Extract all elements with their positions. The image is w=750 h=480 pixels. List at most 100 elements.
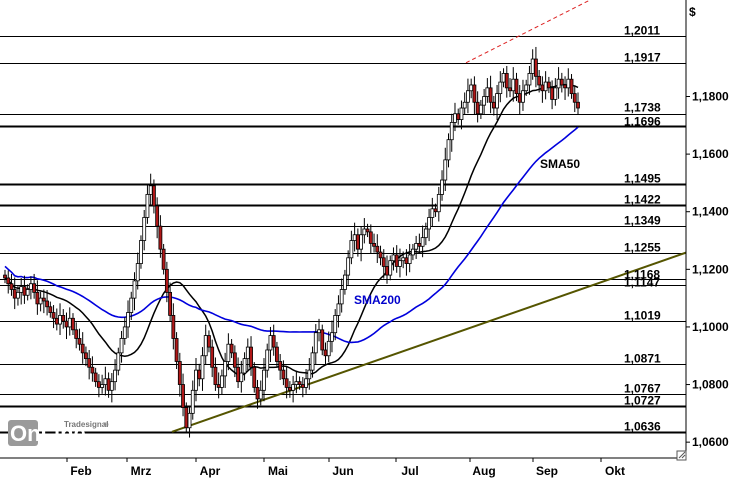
candle-body <box>466 90 470 103</box>
candle <box>61 309 66 329</box>
candle-body <box>158 225 163 250</box>
candle-body <box>349 240 354 259</box>
candle-body <box>330 332 334 342</box>
candle-body <box>550 87 555 100</box>
candle <box>304 368 308 394</box>
candle-body <box>148 185 153 195</box>
candle <box>330 320 334 353</box>
logo-registered: ® <box>104 422 109 429</box>
candle <box>51 305 56 329</box>
candle-body <box>116 352 121 371</box>
candle-body <box>71 317 75 331</box>
y-tick-label: 1,1400 <box>692 205 729 219</box>
candle <box>135 252 140 290</box>
candle-body <box>16 291 20 299</box>
candle-body <box>300 384 305 388</box>
candle-body <box>45 300 49 308</box>
candle-body <box>433 208 438 213</box>
candle <box>219 369 224 395</box>
candle <box>449 113 454 152</box>
candle <box>187 405 192 438</box>
candle-body <box>446 139 451 161</box>
candle <box>569 74 574 99</box>
resize-grip-icon[interactable] <box>676 450 687 461</box>
candle-body <box>262 369 266 391</box>
level-label: 1,1696 <box>624 115 661 129</box>
candle-body <box>275 346 279 362</box>
level-label: 1,0727 <box>624 394 661 408</box>
level-label: 1,0636 <box>624 420 661 434</box>
candle <box>333 309 338 341</box>
candle-body <box>265 349 270 371</box>
candle-body <box>229 343 234 354</box>
candle-body <box>96 381 101 388</box>
candle <box>213 357 218 391</box>
candle <box>521 79 525 111</box>
candle <box>161 243 166 275</box>
candle-body <box>336 303 341 316</box>
candle <box>87 349 92 380</box>
candle <box>307 358 312 390</box>
candle <box>190 380 195 420</box>
candle-body <box>203 335 208 357</box>
logo-text: OnLine <box>10 421 86 446</box>
candle <box>443 147 448 191</box>
candle <box>482 89 487 115</box>
horizontal-levels <box>0 36 686 434</box>
x-month-label: Aug <box>472 464 495 478</box>
candle <box>495 84 499 121</box>
candle <box>368 224 373 254</box>
level-label: 1,1168 <box>624 268 660 282</box>
candle <box>16 286 20 306</box>
candle-body <box>537 75 542 86</box>
candle-body <box>268 335 273 351</box>
candle-body <box>25 289 30 296</box>
candle <box>472 76 477 115</box>
candle-body <box>488 87 493 103</box>
candle <box>194 358 198 402</box>
level-label: 1,0767 <box>624 382 661 396</box>
candle <box>122 317 127 345</box>
candle-body <box>511 78 516 92</box>
candle <box>229 339 234 359</box>
candle-body <box>417 243 422 247</box>
candle-body <box>187 412 192 429</box>
candle-body <box>168 291 173 316</box>
candle-body <box>343 274 347 290</box>
candle <box>398 248 402 278</box>
candle-body <box>19 286 24 293</box>
candle-body <box>317 329 321 334</box>
x-month-label: Feb <box>70 464 91 478</box>
candle <box>407 243 412 273</box>
candle-body <box>223 361 228 377</box>
candle <box>278 354 283 380</box>
candle-body <box>22 286 27 296</box>
candle <box>339 278 344 313</box>
candle-body <box>239 372 244 383</box>
candle-body <box>164 268 169 293</box>
candle <box>265 343 270 378</box>
candle <box>71 313 75 336</box>
candle <box>462 92 467 115</box>
candle-body <box>258 389 263 400</box>
candle-body <box>362 228 367 236</box>
candle-body <box>404 257 409 264</box>
candle-body <box>430 208 435 218</box>
candle-body <box>359 234 364 250</box>
candle <box>537 69 542 93</box>
candle-body <box>84 352 88 360</box>
x-month-label: Mai <box>268 464 288 478</box>
candle-body <box>304 378 308 388</box>
candle-body <box>177 361 182 385</box>
candle-body <box>553 87 558 100</box>
candle-body <box>453 113 457 123</box>
candle <box>207 330 211 353</box>
candle-body <box>122 326 127 339</box>
candle-body <box>310 352 315 371</box>
candle <box>45 290 49 316</box>
candle <box>25 284 30 301</box>
candle-body <box>103 378 108 385</box>
candle-body <box>527 73 532 86</box>
candle-body <box>427 217 431 230</box>
candle-body <box>394 254 399 267</box>
